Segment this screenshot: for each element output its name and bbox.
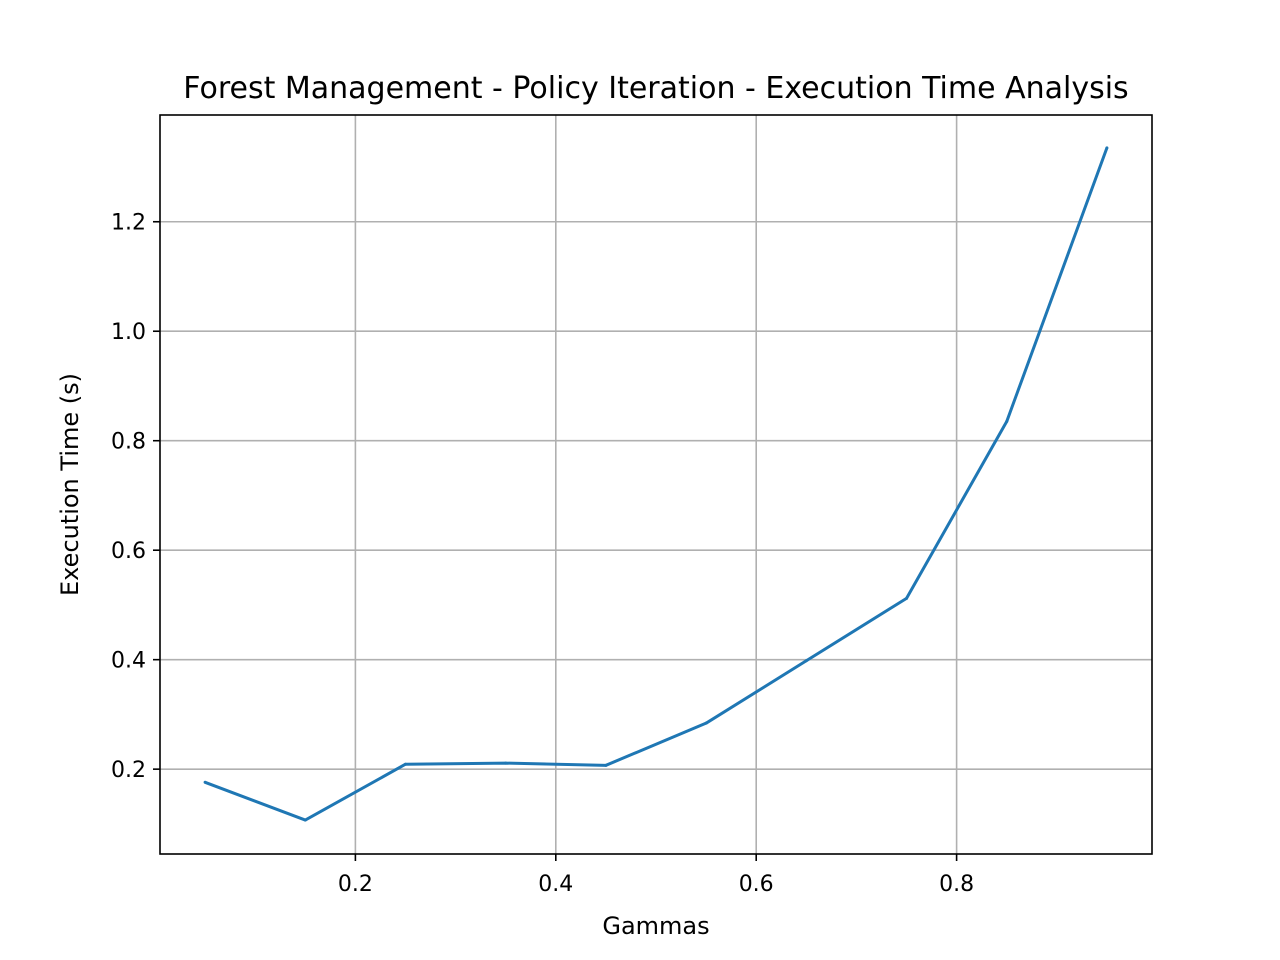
data-point (504, 761, 508, 765)
data-point (704, 721, 708, 725)
data-point (403, 762, 407, 766)
grid (160, 115, 1152, 854)
y-tick-label: 1.0 (111, 320, 146, 345)
series-layer (203, 146, 1109, 822)
data-point (203, 780, 207, 784)
y-tick-label: 0.6 (111, 539, 146, 564)
data-point (1105, 146, 1109, 150)
x-axis-label: Gammas (602, 912, 709, 940)
series-line (204, 147, 1109, 822)
x-tick-label: 0.6 (739, 872, 774, 897)
y-tick-label: 0.8 (111, 430, 146, 455)
chart-title: Forest Management - Policy Iteration - E… (183, 71, 1128, 106)
y-tick-label: 0.2 (111, 758, 146, 783)
x-tick-label: 0.8 (939, 872, 974, 897)
x-tick-label: 0.4 (538, 872, 573, 897)
ticks: 0.2 0.4 0.6 0.8 0.2 0.4 0.6 0.8 1.0 1.2 (111, 211, 974, 897)
data-point (1005, 420, 1009, 424)
data-point (303, 818, 307, 822)
y-axis-label: Execution Time (s) (56, 373, 84, 596)
data-point (905, 596, 909, 600)
y-tick-label: 0.4 (111, 649, 146, 674)
data-point (804, 659, 808, 663)
y-tick-label: 1.2 (111, 211, 146, 236)
plot-frame (159, 114, 1153, 855)
data-point (604, 763, 608, 767)
x-tick-label: 0.2 (338, 872, 373, 897)
